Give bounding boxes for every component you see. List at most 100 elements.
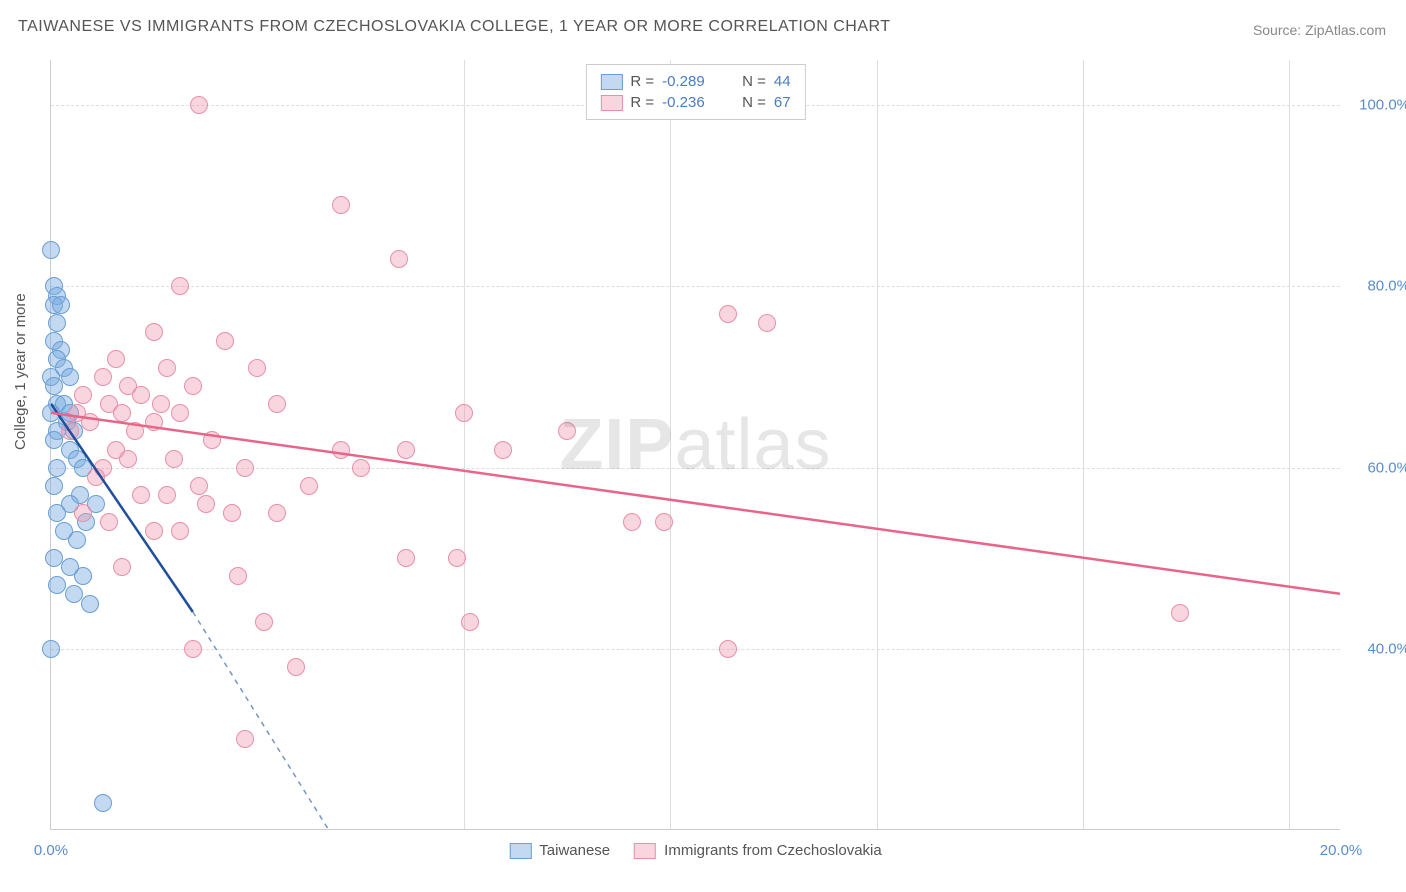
scatter-point [152, 395, 170, 413]
scatter-point [623, 513, 641, 531]
y-tick-label: 100.0% [1350, 97, 1406, 114]
legend-swatch [600, 95, 622, 111]
scatter-point [52, 296, 70, 314]
scatter-point [48, 576, 66, 594]
y-tick-label: 40.0% [1350, 640, 1406, 657]
scatter-point [332, 441, 350, 459]
scatter-point [461, 613, 479, 631]
scatter-point [48, 504, 66, 522]
scatter-point [216, 332, 234, 350]
scatter-point [223, 504, 241, 522]
scatter-point [126, 422, 144, 440]
legend-correlation-row: R = -0.236 N = 67 [600, 92, 790, 113]
gridline-vertical [1083, 60, 1084, 829]
scatter-point [719, 305, 737, 323]
r-label: R = [630, 73, 654, 90]
scatter-point [94, 794, 112, 812]
scatter-point [165, 450, 183, 468]
scatter-point [100, 513, 118, 531]
y-tick-label: 60.0% [1350, 459, 1406, 476]
scatter-point [229, 567, 247, 585]
chart-plot-area: ZIPatlas R =-0.289N =44R =-0.236N =67 Ta… [50, 60, 1340, 830]
scatter-point [758, 314, 776, 332]
legend-series-item: Taiwanese [509, 842, 610, 859]
r-value: -0.236 [662, 94, 722, 111]
gridline-horizontal [51, 649, 1340, 650]
scatter-point [184, 377, 202, 395]
n-label: N = [742, 73, 766, 90]
correlation-legend: R =-0.289N =44R =-0.236N =67 [585, 64, 805, 120]
scatter-point [719, 640, 737, 658]
scatter-point [352, 459, 370, 477]
scatter-point [171, 277, 189, 295]
scatter-point [268, 504, 286, 522]
scatter-point [119, 450, 137, 468]
x-tick-label: 0.0% [34, 842, 68, 859]
scatter-point [255, 613, 273, 631]
scatter-point [158, 359, 176, 377]
scatter-point [94, 459, 112, 477]
r-value: -0.289 [662, 73, 722, 90]
scatter-point [132, 486, 150, 504]
series-legend: Taiwanese Immigrants from Czechoslovakia [509, 842, 881, 859]
chart-title: TAIWANESE VS IMMIGRANTS FROM CZECHOSLOVA… [18, 18, 891, 36]
watermark-rest: atlas [674, 405, 831, 485]
scatter-point [190, 96, 208, 114]
scatter-point [1171, 604, 1189, 622]
scatter-point [397, 549, 415, 567]
scatter-point [184, 640, 202, 658]
scatter-point [203, 431, 221, 449]
scatter-point [558, 422, 576, 440]
r-label: R = [630, 94, 654, 111]
scatter-point [74, 567, 92, 585]
y-axis-title: College, 1 year or more [12, 293, 29, 450]
scatter-point [455, 404, 473, 422]
scatter-point [42, 640, 60, 658]
scatter-point [61, 422, 79, 440]
gridline-vertical [1289, 60, 1290, 829]
legend-swatch [634, 843, 656, 859]
scatter-point [45, 477, 63, 495]
gridline-vertical [670, 60, 671, 829]
legend-series-label: Immigrants from Czechoslovakia [664, 842, 882, 859]
scatter-point [48, 314, 66, 332]
scatter-point [42, 404, 60, 422]
y-tick-label: 80.0% [1350, 278, 1406, 295]
legend-correlation-row: R =-0.289N =44 [600, 71, 790, 92]
scatter-point [171, 404, 189, 422]
scatter-point [655, 513, 673, 531]
legend-swatch [600, 74, 622, 90]
scatter-point [171, 522, 189, 540]
scatter-point [448, 549, 466, 567]
scatter-point [190, 477, 208, 495]
n-label: N = [742, 94, 766, 111]
scatter-point [197, 495, 215, 513]
regression-lines [51, 60, 1340, 829]
scatter-point [287, 658, 305, 676]
scatter-point [145, 522, 163, 540]
scatter-point [145, 413, 163, 431]
watermark-bold: ZIP [559, 405, 674, 485]
source-label: Source: ZipAtlas.com [1253, 22, 1386, 38]
scatter-point [94, 368, 112, 386]
scatter-point [332, 196, 350, 214]
scatter-point [132, 386, 150, 404]
scatter-point [390, 250, 408, 268]
gridline-vertical [877, 60, 878, 829]
n-value: 67 [774, 94, 791, 111]
scatter-point [236, 459, 254, 477]
scatter-point [74, 504, 92, 522]
watermark: ZIPatlas [559, 404, 831, 486]
gridline-horizontal [51, 286, 1340, 287]
scatter-point [113, 558, 131, 576]
x-tick-label: 20.0% [1320, 842, 1363, 859]
legend-series-item: Immigrants from Czechoslovakia [634, 842, 882, 859]
scatter-point [42, 241, 60, 259]
scatter-point [397, 441, 415, 459]
scatter-point [300, 477, 318, 495]
scatter-point [61, 368, 79, 386]
scatter-point [107, 350, 125, 368]
scatter-point [494, 441, 512, 459]
legend-swatch [509, 843, 531, 859]
scatter-point [113, 404, 131, 422]
